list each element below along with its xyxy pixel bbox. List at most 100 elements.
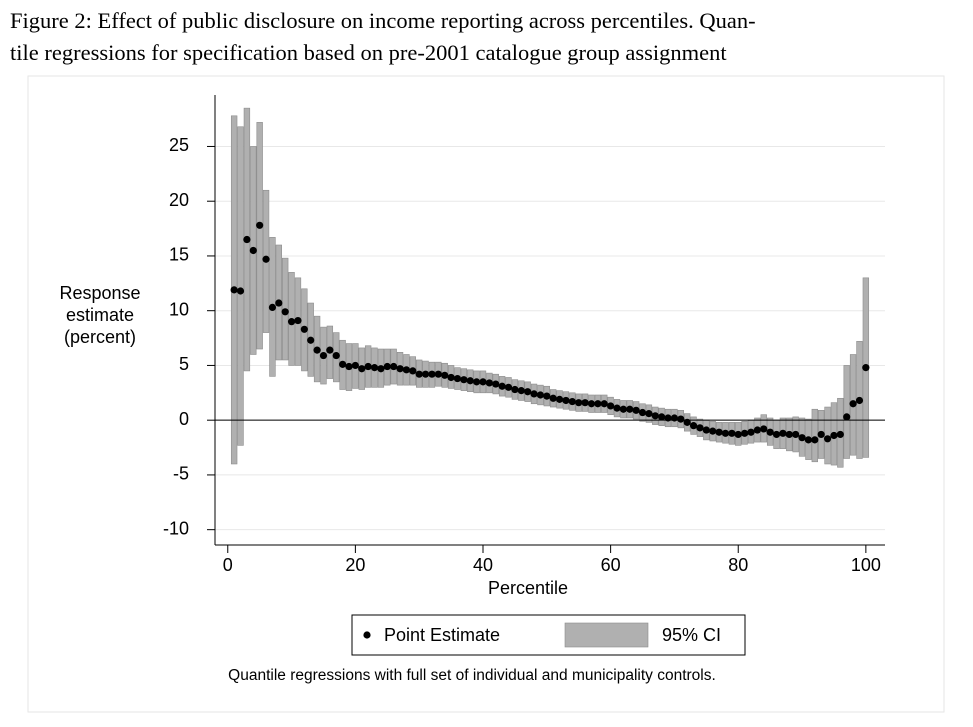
point-estimate bbox=[638, 408, 647, 417]
point-estimate bbox=[453, 374, 462, 383]
point-estimate bbox=[715, 428, 723, 436]
point-estimate bbox=[492, 380, 500, 388]
point-estimate bbox=[281, 308, 289, 316]
x-tick-label: 80 bbox=[728, 555, 748, 575]
point-estimate bbox=[262, 255, 270, 263]
point-estimate bbox=[370, 364, 379, 372]
y-tick-label: -10 bbox=[163, 518, 189, 538]
point-estimate bbox=[345, 362, 353, 371]
point-estimate bbox=[581, 399, 589, 407]
y-tick-label: 20 bbox=[169, 190, 189, 210]
point-estimate bbox=[817, 430, 825, 439]
point-estimate bbox=[434, 370, 442, 378]
point-estimate bbox=[721, 429, 730, 437]
point-estimate bbox=[236, 287, 245, 295]
x-tick-label: 20 bbox=[345, 555, 365, 575]
point-estimate bbox=[421, 370, 430, 378]
ci-bar bbox=[237, 126, 244, 446]
y-tick-label: 5 bbox=[179, 354, 189, 374]
legend-swatch bbox=[564, 622, 649, 648]
point-estimate bbox=[772, 430, 781, 439]
point-estimate bbox=[728, 429, 736, 437]
point-estimate bbox=[517, 387, 525, 395]
point-estimate bbox=[536, 391, 545, 399]
x-tick-label: 100 bbox=[851, 555, 881, 575]
point-estimate bbox=[275, 299, 283, 307]
point-estimate bbox=[396, 365, 404, 373]
point-estimate bbox=[843, 413, 851, 421]
point-estimate bbox=[753, 426, 761, 434]
point-estimate bbox=[511, 385, 519, 394]
point-estimate bbox=[836, 430, 844, 439]
point-estimate bbox=[779, 429, 787, 437]
point-estimate bbox=[747, 428, 755, 436]
chart-frame bbox=[27, 75, 945, 713]
point-estimate bbox=[849, 400, 857, 408]
point-estimate bbox=[319, 351, 328, 360]
point-estimate bbox=[441, 371, 449, 379]
point-estimate bbox=[313, 346, 321, 354]
point-estimate bbox=[473, 378, 481, 386]
point-estimate bbox=[479, 378, 487, 386]
caption-line: tile regressions for specification based… bbox=[10, 40, 727, 65]
point-estimate bbox=[798, 434, 806, 442]
x-tick-label: 60 bbox=[601, 555, 621, 575]
point-estimate bbox=[734, 430, 742, 439]
point-estimate bbox=[230, 286, 238, 294]
point-estimate bbox=[645, 410, 653, 418]
point-estimate bbox=[830, 431, 838, 440]
point-estimate bbox=[575, 399, 583, 407]
point-estimate bbox=[855, 396, 864, 405]
point-estimate bbox=[524, 388, 532, 396]
point-estimate bbox=[530, 390, 538, 398]
point-estimate bbox=[766, 428, 774, 436]
legend-box bbox=[351, 614, 746, 656]
point-estimate bbox=[594, 400, 602, 408]
point-estimate bbox=[804, 436, 813, 444]
point-estimate bbox=[364, 362, 372, 371]
y-axis-label: Response bbox=[59, 283, 140, 303]
point-estimate bbox=[741, 429, 749, 437]
point-estimate bbox=[587, 400, 596, 408]
point-estimate bbox=[792, 430, 800, 439]
point-estimate bbox=[485, 379, 493, 387]
point-estimate bbox=[326, 346, 334, 354]
point-estimate bbox=[823, 435, 832, 443]
point-estimate bbox=[428, 370, 436, 378]
point-estimate bbox=[568, 397, 576, 406]
point-estimate bbox=[613, 404, 621, 412]
point-estimate bbox=[709, 427, 717, 435]
point-estimate bbox=[689, 422, 698, 430]
y-axis-label: estimate bbox=[66, 305, 134, 325]
point-estimate bbox=[390, 362, 398, 371]
point-estimate bbox=[555, 395, 564, 403]
point-estimate bbox=[658, 413, 666, 421]
point-estimate bbox=[415, 370, 423, 378]
point-estimate bbox=[607, 402, 615, 410]
point-estimate bbox=[862, 364, 870, 372]
point-estimate bbox=[300, 325, 308, 333]
point-estimate bbox=[498, 382, 506, 390]
point-estimate bbox=[243, 235, 251, 244]
point-estimate bbox=[447, 373, 455, 382]
caption-line: Figure 2: Effect of public disclosure on… bbox=[10, 8, 756, 33]
note: Quantile regressions with full set of in… bbox=[228, 667, 716, 684]
point-estimate bbox=[351, 361, 359, 370]
point-estimate bbox=[549, 394, 557, 402]
point-estimate bbox=[677, 415, 685, 423]
point-estimate bbox=[332, 351, 340, 360]
point-estimate bbox=[760, 425, 768, 433]
ci-bar bbox=[811, 408, 818, 463]
point-estimate bbox=[460, 376, 468, 384]
point-estimate bbox=[562, 396, 570, 405]
x-tick-label: 0 bbox=[223, 555, 233, 575]
point-estimate bbox=[504, 383, 513, 391]
point-estimate bbox=[402, 366, 411, 374]
ci-bar bbox=[256, 122, 263, 350]
point-estimate bbox=[683, 418, 691, 426]
x-tick-label: 40 bbox=[473, 555, 493, 575]
point-estimate bbox=[651, 412, 659, 420]
point-estimate bbox=[358, 365, 366, 373]
point-estimate bbox=[785, 430, 793, 439]
